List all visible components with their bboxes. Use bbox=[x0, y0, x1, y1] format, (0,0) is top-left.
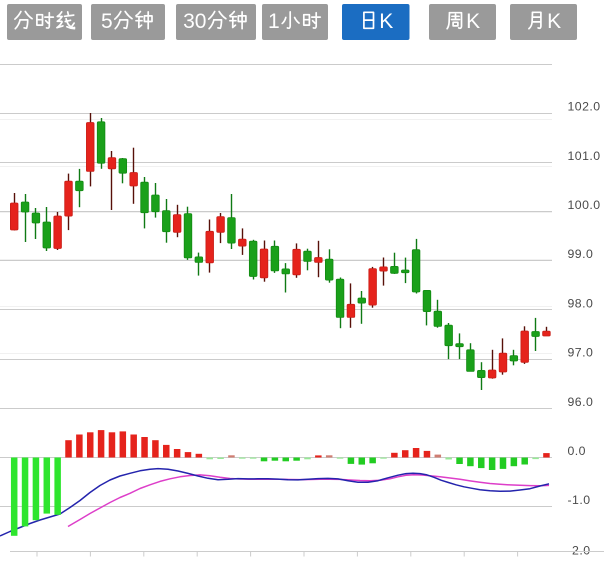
svg-text:1: 1 bbox=[268, 10, 280, 33]
svg-text:5: 5 bbox=[101, 10, 113, 33]
svg-text:100.0: 100.0 bbox=[568, 198, 601, 212]
svg-text:K: K bbox=[547, 10, 561, 33]
svg-text:30: 30 bbox=[183, 10, 206, 33]
svg-text:-2.0: -2.0 bbox=[568, 544, 591, 558]
svg-text:K: K bbox=[379, 10, 393, 33]
svg-text:97.0: 97.0 bbox=[568, 346, 594, 360]
svg-text:96.0: 96.0 bbox=[568, 395, 594, 409]
svg-text:98.0: 98.0 bbox=[568, 296, 594, 310]
svg-text:0.0: 0.0 bbox=[568, 444, 586, 458]
svg-text:102.0: 102.0 bbox=[568, 100, 601, 114]
svg-text:-1.0: -1.0 bbox=[568, 493, 591, 507]
svg-text:K: K bbox=[466, 10, 480, 33]
svg-text:99.0: 99.0 bbox=[568, 247, 594, 261]
svg-text:101.0: 101.0 bbox=[568, 149, 601, 163]
